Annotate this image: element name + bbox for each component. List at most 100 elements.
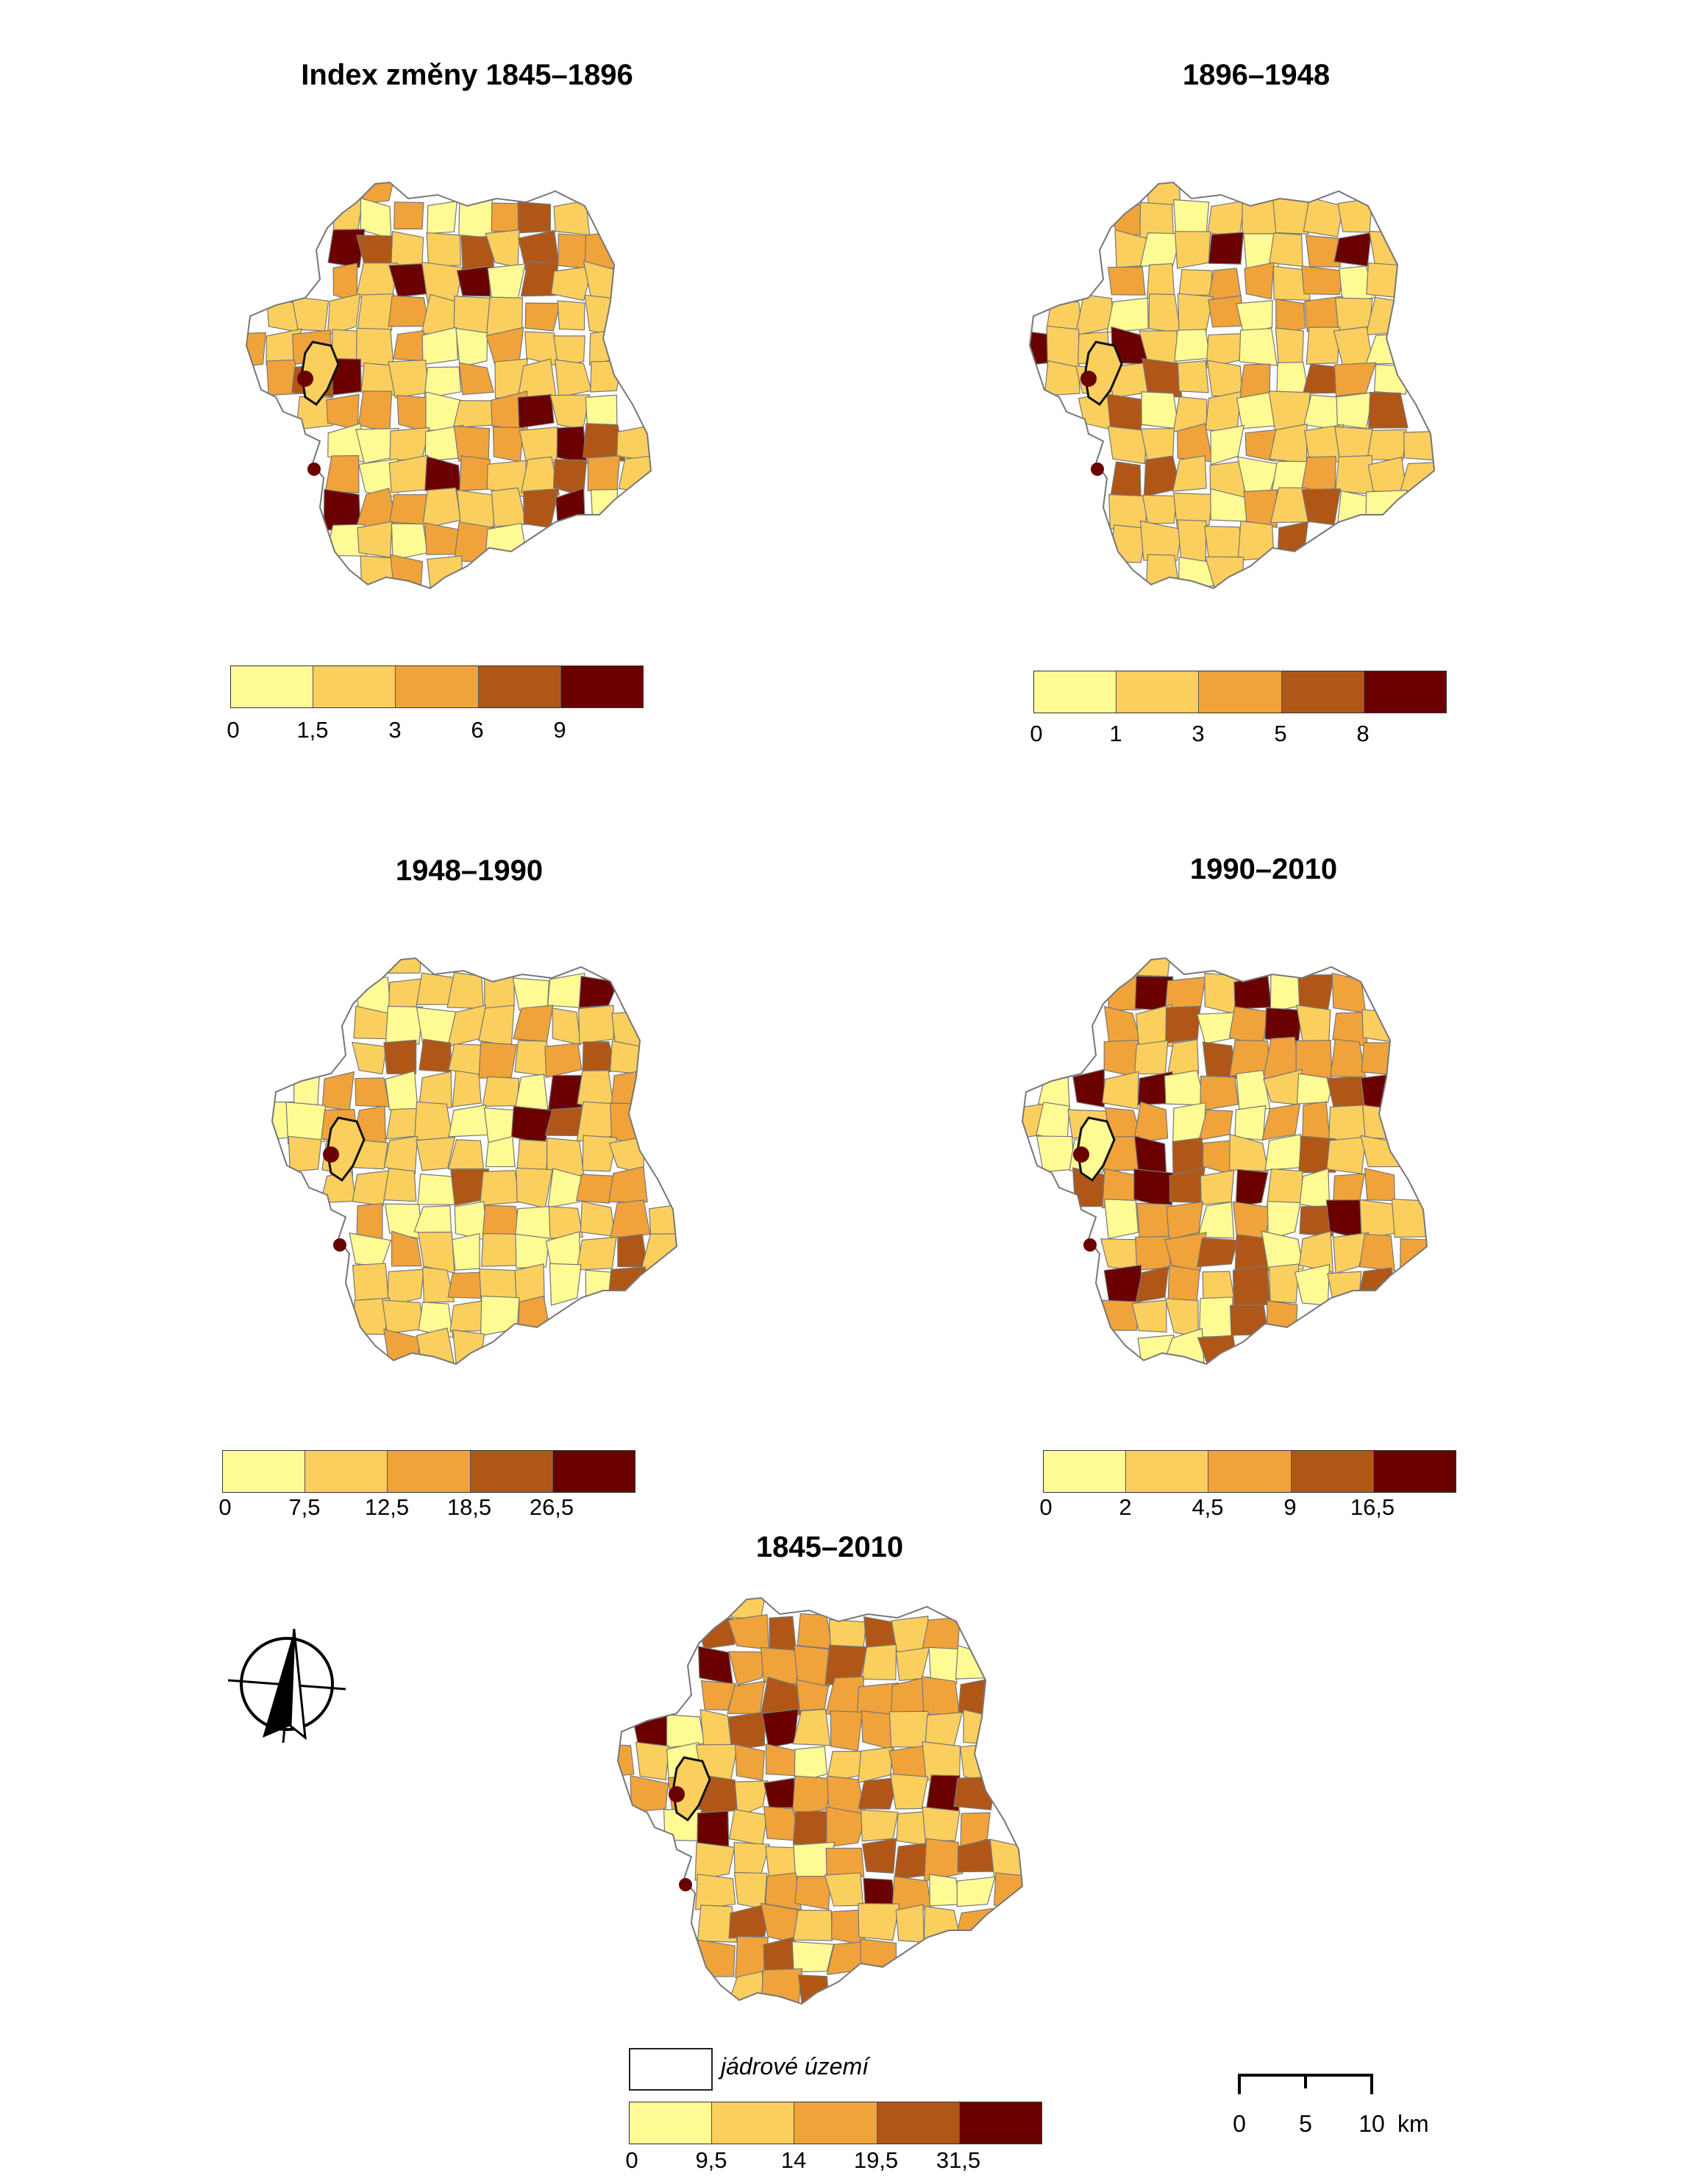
map-1896-1948 bbox=[1028, 181, 1436, 590]
municipality bbox=[794, 1645, 833, 1687]
municipality bbox=[1229, 1305, 1269, 1336]
municipality bbox=[452, 1232, 480, 1271]
enclave-municipality bbox=[679, 1878, 692, 1891]
municipality bbox=[1267, 1201, 1301, 1241]
municipality bbox=[617, 1233, 648, 1268]
municipality bbox=[1365, 490, 1408, 529]
municipality bbox=[616, 424, 651, 461]
legend-swatch-5 bbox=[959, 2102, 1042, 2144]
municipality bbox=[553, 335, 585, 368]
scale-unit: km bbox=[1397, 2110, 1429, 2137]
municipality bbox=[516, 1167, 553, 1209]
municipality bbox=[427, 200, 457, 235]
enclave-municipality bbox=[1091, 463, 1104, 476]
municipality bbox=[578, 1004, 615, 1044]
municipality bbox=[792, 1708, 831, 1746]
municipality bbox=[1106, 393, 1145, 431]
municipality bbox=[641, 1233, 677, 1274]
municipality bbox=[391, 523, 428, 561]
municipality bbox=[635, 1741, 670, 1781]
municipality bbox=[1172, 455, 1207, 493]
core-territory bbox=[300, 340, 340, 407]
municipality bbox=[1295, 1264, 1331, 1306]
municipality bbox=[923, 1905, 961, 1941]
municipality bbox=[861, 1644, 897, 1681]
municipality bbox=[648, 1203, 677, 1237]
legend-swatch-4 bbox=[470, 1451, 553, 1492]
municipality bbox=[352, 1170, 390, 1207]
municipality bbox=[1272, 196, 1309, 235]
municipality bbox=[393, 201, 424, 230]
municipality bbox=[1306, 326, 1340, 365]
municipality bbox=[1204, 526, 1244, 561]
municipality bbox=[393, 330, 427, 362]
legend-tick: 18,5 bbox=[446, 1494, 492, 1520]
municipality bbox=[1296, 1073, 1334, 1105]
municipality bbox=[929, 1874, 962, 1907]
municipality bbox=[1337, 198, 1373, 233]
legend-tick: 6 bbox=[471, 717, 484, 743]
legend-tick: 9,5 bbox=[695, 2147, 727, 2173]
municipality bbox=[1200, 1169, 1235, 1205]
municipality bbox=[524, 302, 561, 332]
municipality bbox=[1334, 454, 1374, 495]
enclave-municipality bbox=[333, 1238, 346, 1252]
municipality bbox=[700, 1680, 736, 1711]
municipality bbox=[1334, 426, 1374, 457]
municipality bbox=[1102, 1071, 1139, 1110]
municipality bbox=[349, 1232, 392, 1267]
municipality bbox=[1103, 1039, 1139, 1078]
legend-tick: 31,5 bbox=[936, 2147, 981, 2173]
municipality bbox=[458, 362, 494, 396]
municipality bbox=[355, 327, 394, 367]
municipality bbox=[1046, 325, 1080, 367]
municipality bbox=[483, 973, 515, 1012]
municipality bbox=[1368, 391, 1409, 429]
municipality bbox=[1333, 1173, 1366, 1203]
municipality bbox=[1361, 1009, 1402, 1043]
municipality bbox=[734, 1780, 769, 1817]
municipality bbox=[357, 390, 393, 433]
legend-1845-2010 bbox=[629, 2102, 1042, 2144]
municipality bbox=[549, 1263, 582, 1306]
municipality bbox=[327, 293, 361, 336]
municipality bbox=[895, 1646, 930, 1682]
municipality bbox=[1139, 201, 1175, 238]
municipality bbox=[482, 1076, 520, 1107]
municipality bbox=[424, 366, 462, 399]
municipality bbox=[1326, 1136, 1367, 1174]
legend-tick: 0 bbox=[227, 717, 240, 743]
municipality bbox=[1268, 1263, 1300, 1304]
municipality bbox=[1174, 329, 1211, 363]
municipality bbox=[390, 554, 424, 588]
legend-tick: 26,5 bbox=[529, 1494, 574, 1520]
municipality bbox=[323, 488, 361, 531]
municipality bbox=[1237, 521, 1275, 561]
municipality bbox=[416, 1136, 456, 1171]
legend-ticks-1948-1990: 0 7,5 12,5 18,5 26,5 bbox=[218, 1494, 634, 1524]
municipality bbox=[1244, 262, 1275, 300]
municipality bbox=[385, 1070, 419, 1112]
region-outline bbox=[1028, 181, 1436, 590]
municipality bbox=[1373, 364, 1409, 395]
municipality bbox=[388, 295, 430, 327]
municipality bbox=[1326, 1076, 1367, 1109]
municipality bbox=[492, 427, 524, 463]
municipality bbox=[1166, 1201, 1204, 1241]
municipality bbox=[1360, 1073, 1396, 1110]
legend-ticks-1845-2010: 0 9,5 14 19,5 31,5 bbox=[625, 2147, 1041, 2177]
municipality bbox=[611, 1010, 650, 1047]
municipality bbox=[424, 456, 462, 493]
map-1845-1896 bbox=[245, 181, 652, 590]
municipality bbox=[993, 1872, 1022, 1908]
municipality bbox=[459, 455, 491, 492]
legend-1845-1896 bbox=[230, 665, 644, 708]
municipality bbox=[552, 1007, 581, 1046]
legend-1948-1990 bbox=[222, 1450, 635, 1493]
scale-bar bbox=[1238, 2074, 1373, 2094]
municipality bbox=[1148, 293, 1181, 334]
municipality bbox=[1146, 263, 1175, 299]
scale-tick-5: 5 bbox=[1299, 2110, 1312, 2137]
municipality bbox=[485, 1135, 516, 1168]
municipality bbox=[1044, 360, 1080, 396]
